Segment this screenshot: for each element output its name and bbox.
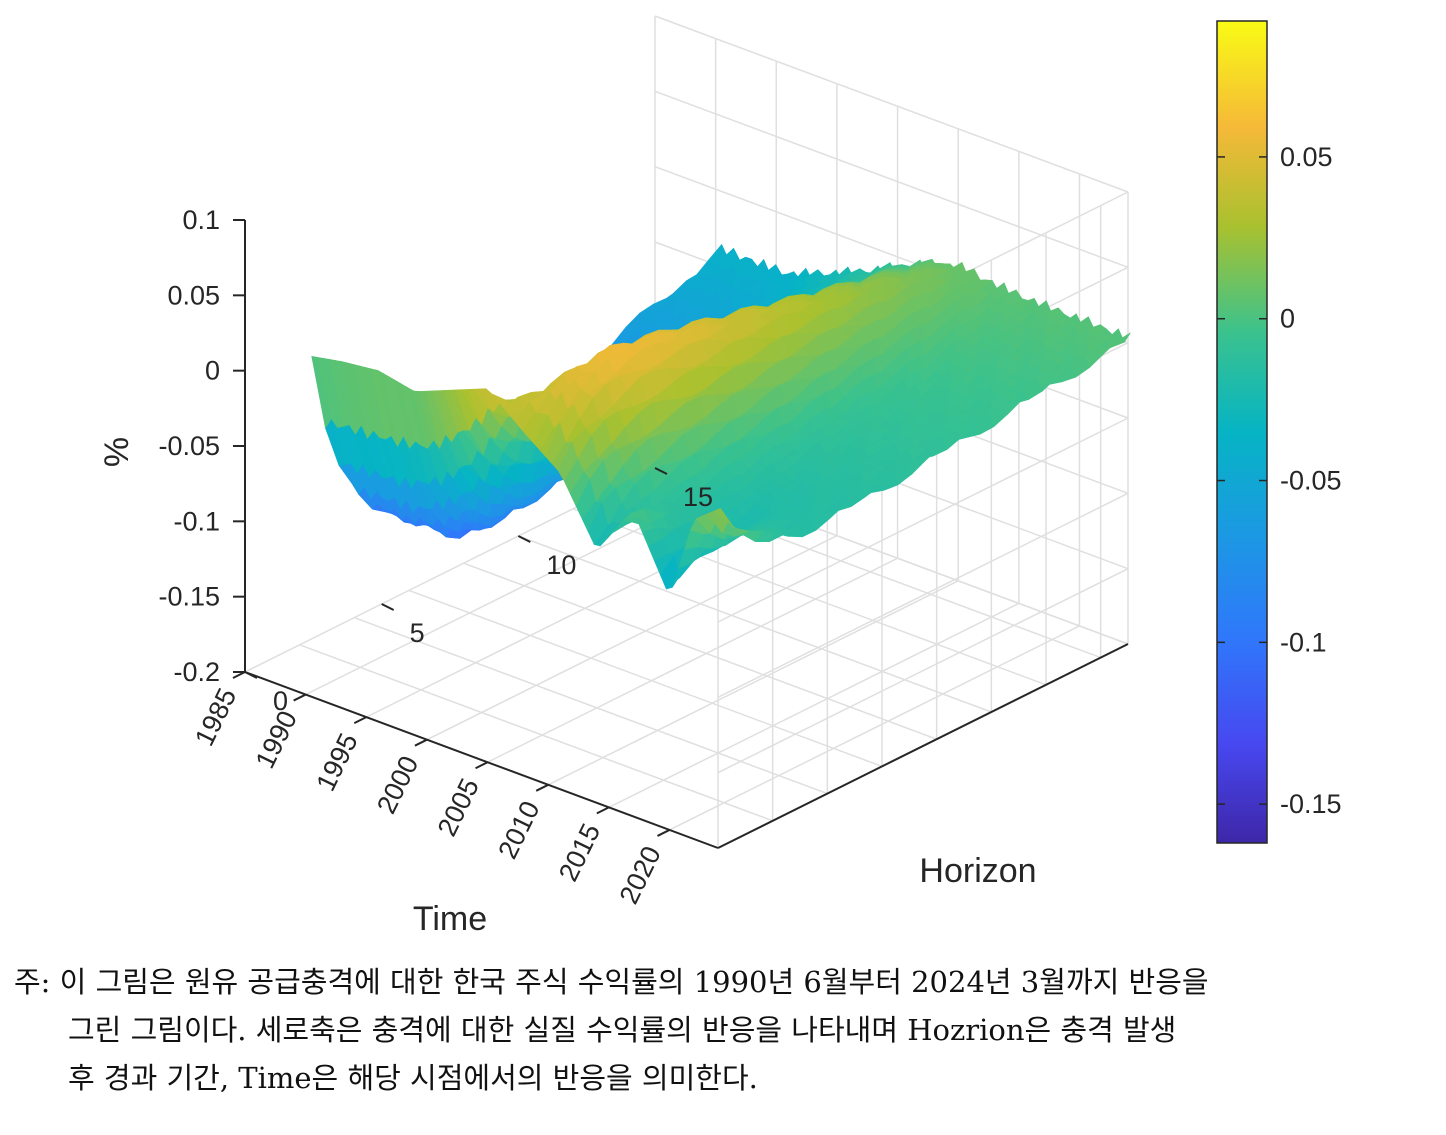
- time-tick-mark: [475, 761, 489, 770]
- time-tick-label: 2020: [614, 841, 667, 908]
- figure-note: 주: 이 그림은 원유 공급충격에 대한 한국 주식 수익률의 1990년 6월…: [14, 958, 1434, 1102]
- horizon-axis-line: [717, 643, 1129, 849]
- time-tick-label: 2005: [432, 774, 485, 841]
- z-tick-label: -0.05: [158, 431, 220, 461]
- time-tick-label: 1995: [310, 729, 363, 796]
- horizon-ticks: 0 5 10 15: [244, 467, 713, 716]
- time-tick-mark: [414, 738, 428, 747]
- colorbar-tick-label: -0.05: [1280, 466, 1342, 496]
- horizon-tick-mark: [654, 467, 668, 475]
- time-tick-label: 2015: [553, 819, 606, 886]
- time-tick-mark: [657, 829, 670, 837]
- colorbar-tick-label: 0.05: [1280, 142, 1333, 172]
- z-ticks: 0.1 0.05 0 -0.05 -0.1 -0.15 -0.2: [158, 205, 245, 687]
- colorbar-tick-label: -0.15: [1280, 789, 1342, 819]
- time-axis-line: [244, 671, 719, 849]
- horizon-tick-label: 15: [683, 482, 713, 512]
- time-tick-mark: [293, 693, 307, 702]
- horizon-axis-title: Horizon: [919, 852, 1036, 890]
- horizon-tick-mark: [244, 671, 258, 679]
- surface-plot: [311, 243, 1131, 590]
- horizon-tick-label: 5: [410, 618, 425, 648]
- note-line-1: 주: 이 그림은 원유 공급충격에 대한 한국 주식 수익률의 1990년 6월…: [14, 965, 1209, 999]
- time-tick-mark: [535, 783, 549, 792]
- z-tick-label: -0.2: [173, 657, 220, 687]
- colorbar-ticks: 0.05 0 -0.05 -0.1 -0.15: [1217, 142, 1342, 819]
- time-tick-label: 1990: [250, 706, 303, 773]
- time-tick-mark: [353, 716, 367, 725]
- z-tick-label: -0.1: [173, 506, 220, 536]
- time-axis-title: Time: [413, 900, 487, 938]
- note-line-3: 후 경과 기간, Time은 해당 시점에서의 반응을 의미한다.: [68, 1061, 758, 1095]
- horizon-tick-mark: [517, 535, 531, 543]
- z-tick-label: -0.15: [158, 582, 220, 612]
- colorbar: [1216, 20, 1268, 844]
- surface-patch: [713, 508, 735, 529]
- time-tick-label: 1985: [189, 683, 242, 750]
- horizon-tick-mark: [381, 603, 395, 611]
- z-tick-label: 0: [205, 356, 220, 386]
- time-tick-label: 2000: [371, 751, 424, 818]
- horizon-tick-label: 10: [546, 550, 576, 580]
- note-line-2: 그린 그림이다. 세로축은 충격에 대한 실질 수익률의 반응을 나타내며 Ho…: [68, 1013, 1177, 1047]
- z-tick-label: 0.1: [182, 205, 220, 235]
- time-tick-label: 2010: [492, 796, 545, 863]
- colorbar-tick-label: -0.1: [1280, 627, 1327, 657]
- z-tick-label: 0.05: [167, 280, 220, 310]
- z-axis-title: %: [98, 437, 136, 467]
- time-tick-mark: [596, 806, 610, 815]
- time-tick-mark: [232, 671, 246, 679]
- colorbar-tick-label: 0: [1280, 304, 1295, 334]
- horizon-tick-label: 0: [273, 686, 288, 716]
- surface-chart: 0.10.050-0.05-0.1-0.15-0.2 2020201520102…: [98, 15, 1342, 938]
